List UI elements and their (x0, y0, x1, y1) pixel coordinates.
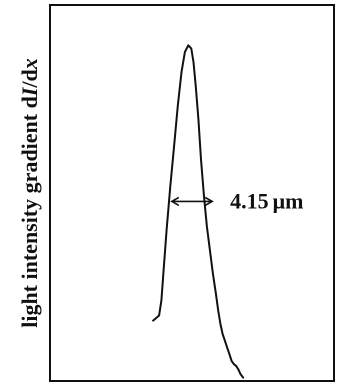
width-arrow-right-head (204, 196, 214, 207)
y-axis-label: light intensity gradient dI/dx (17, 58, 42, 328)
width-annotation-value: 4.15 (230, 188, 269, 213)
width-annotation-label: 4.15 μm (230, 188, 303, 213)
series-line (152, 44, 245, 379)
y-axis-label-italic-i: I (17, 86, 42, 97)
y-axis-label-slash: /d (17, 69, 42, 88)
y-axis-label-main: light intensity gradient d (17, 96, 42, 328)
plot-frame (49, 4, 335, 382)
width-arrow-left-head (170, 196, 180, 207)
width-annotation: 4.15 μm (170, 188, 303, 213)
width-annotation-unit: μm (273, 188, 304, 213)
y-axis-label-italic-x: x (17, 58, 42, 70)
